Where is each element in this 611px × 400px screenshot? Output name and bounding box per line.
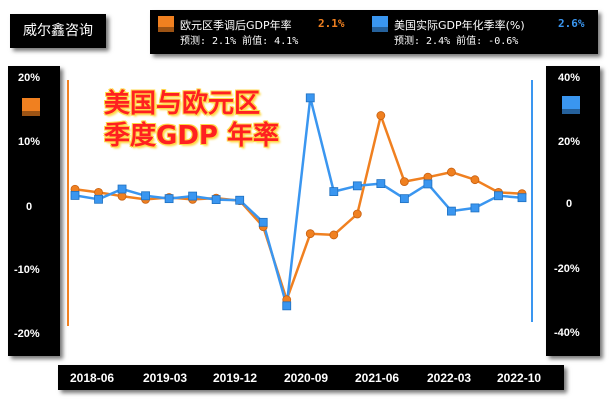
right-axis-swatch [562,96,580,114]
right-tick: -40% [554,327,580,339]
data-point-euro [329,230,339,240]
legend-name-us: 美国实际GDP年化季率(%) [394,19,525,32]
legend-panel: 欧元区季调后GDP年率 2.1% 预测: 2.1% 前值: 4.1% 美国实际G… [150,10,598,54]
data-point-us [211,195,221,205]
data-point-us [352,181,362,191]
data-point-us [117,184,127,194]
right-tick: 0 [566,198,573,210]
x-tick: 2022-03 [427,371,472,385]
x-tick: 2019-12 [213,371,258,385]
left-tick: 20% [18,72,41,84]
data-point-us [235,195,245,205]
data-point-euro [447,167,456,177]
data-point-us [470,203,480,213]
data-point-euro [470,175,480,185]
brand-label: 威尔鑫咨询 [10,14,106,48]
data-point-euro [305,229,315,239]
data-point-us [164,194,174,204]
data-point-us [305,93,315,103]
data-point-us [376,179,386,189]
data-point-us [517,193,527,203]
chart-title-line2: 季度GDP 年率 [104,121,280,151]
data-point-euro [376,111,386,120]
legend-sub-us: 预测: 2.4% 前值: -0.6% [394,36,519,47]
right-tick: 20% [558,136,581,148]
legend-value-us: 2.6% [558,17,585,30]
data-point-euro [399,177,409,187]
left-axis-panel: 20% 10% 0 -10% -20% [8,66,60,356]
legend-sub-euro: 预测: 2.1% 前值: 4.1% [180,36,299,47]
legend-value-euro: 2.1% [318,17,345,30]
right-tick: -20% [554,263,580,275]
right-axis-panel: 40% 20% 0 -20% -40% [546,66,600,356]
right-tick: 40% [558,72,581,84]
left-tick: -10% [14,264,40,276]
left-tick: 10% [18,136,41,148]
x-axis-bar: 2018-06 2019-03 2019-12 2020-09 2021-06 … [58,365,564,390]
data-point-us [94,194,103,204]
data-point-us [494,191,503,201]
data-point-us [423,179,433,189]
x-tick: 2021-06 [355,371,400,385]
data-point-us [399,194,409,204]
legend-name-euro: 欧元区季调后GDP年率 [180,19,292,32]
legend-swatch-euro [158,16,174,32]
data-point-us [282,301,292,311]
data-point-us [447,206,456,216]
data-point-us [70,191,80,200]
data-point-us [329,187,339,197]
left-tick: -20% [14,328,40,340]
chart-title-line1: 美国与欧元区 [104,89,261,119]
data-point-us [188,191,198,201]
x-tick: 2019-03 [143,371,188,385]
data-point-us [141,191,150,201]
data-point-euro [352,209,362,219]
x-tick: 2018-06 [70,371,115,385]
chart-title: 美国与欧元区 季度GDP 年率 [104,88,279,152]
data-point-us [258,217,268,227]
x-tick: 2020-09 [284,371,329,385]
left-tick: 0 [26,201,33,213]
legend-swatch-us [372,16,388,32]
x-tick: 2022-10 [497,371,542,385]
left-axis-swatch [22,98,40,116]
